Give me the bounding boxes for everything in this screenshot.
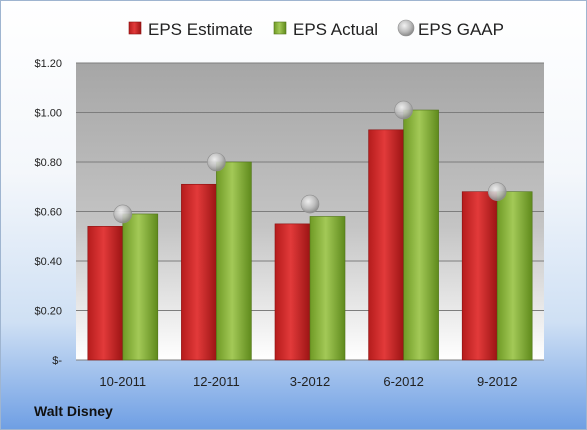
x-axis-ticks: 10-2011 12-2011 3-2012 6-2012 9-2012 [99,374,517,389]
legend-label: EPS Actual [293,20,378,39]
eps-gaap-marker [300,194,320,214]
eps-gaap-marker [394,100,413,120]
y-tick-label: $1.00 [34,108,62,120]
y-axis-ticks: $- $0.20 $0.40 $0.60 $0.80 $1.00 $1.20 [34,58,62,367]
x-tick-label: 9-2012 [477,374,517,389]
y-tick-label: $1.20 [34,58,62,70]
y-tick-label: $- [52,355,62,367]
eps-estimate-bar [87,226,124,361]
eps-actual-bar [122,213,159,361]
legend-swatch [128,21,142,35]
y-tick-label: $0.80 [34,157,62,169]
eps-actual-bar [496,191,533,361]
x-tick-label: 10-2011 [99,374,146,389]
legend-label: EPS GAAP [418,20,504,39]
eps-actual-bar [216,161,252,361]
eps-estimate-bar [181,183,217,361]
legend: EPS Estimate EPS Actual EPS GAAP [128,19,504,39]
y-tick-label: $0.20 [34,306,62,318]
company-name: Walt Disney [34,403,113,419]
eps-estimate-bar [368,129,404,361]
gaap-markers [113,100,507,224]
x-tick-label: 3-2012 [290,374,330,389]
legend-swatch [273,21,287,35]
eps-gaap-marker [487,182,507,201]
eps-gaap-marker [113,204,133,224]
y-tick-label: $0.40 [34,256,62,268]
x-tick-label: 12-2011 [193,374,240,389]
eps-estimate-bar [461,191,498,361]
eps-actual-bar [309,216,346,361]
legend-swatch [397,19,415,37]
bars [87,109,533,361]
eps-actual-bar [403,109,439,361]
eps-gaap-marker [207,152,226,172]
legend-label: EPS Estimate [148,20,253,39]
x-tick-label: 6-2012 [383,374,423,389]
eps-estimate-bar [274,223,311,361]
y-tick-label: $0.60 [34,207,62,219]
